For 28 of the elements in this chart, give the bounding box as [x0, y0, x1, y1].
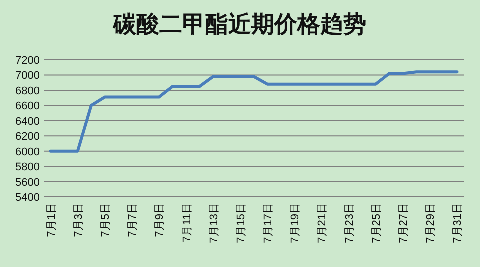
y-tick-label: 6800	[16, 85, 40, 98]
x-tick-label: 7月25日	[370, 203, 383, 244]
y-tick-label: 6400	[16, 116, 40, 128]
x-tick-label: 7月17日	[262, 203, 275, 244]
x-tick-label: 7月29日	[425, 203, 438, 244]
y-tick-label: 6200	[16, 131, 40, 144]
y-tick-label: 6000	[16, 146, 40, 158]
x-tick-label: 7月5日	[100, 203, 112, 238]
y-tick-label: 6600	[16, 100, 40, 113]
x-tick-label: 7月1日	[46, 203, 58, 238]
x-tick-label: 7月27日	[398, 203, 410, 244]
x-tick-label: 7月9日	[154, 203, 166, 238]
x-tick-label: 7月19日	[290, 203, 302, 244]
chart-title: 碳酸二甲酯近期价格趋势	[112, 11, 366, 38]
y-tick-label: 7200	[16, 55, 40, 67]
y-tick-label: 5400	[16, 192, 40, 204]
y-tick-label: 5800	[16, 162, 40, 174]
x-tick-label: 7月15日	[235, 203, 248, 244]
x-tick-label: 7月23日	[344, 203, 356, 244]
x-tick-label: 7月11日	[181, 203, 194, 243]
x-tick-label: 7月13日	[208, 203, 220, 244]
y-tick-label: 7000	[16, 70, 40, 82]
y-tick-label: 5600	[16, 176, 40, 189]
x-tick-label: 7月21日	[316, 203, 329, 244]
x-tick-label: 7月31日	[452, 203, 464, 244]
x-tick-label: 7月7日	[127, 203, 140, 238]
x-tick-label: 7月3日	[72, 203, 85, 238]
line-series	[49, 70, 459, 153]
